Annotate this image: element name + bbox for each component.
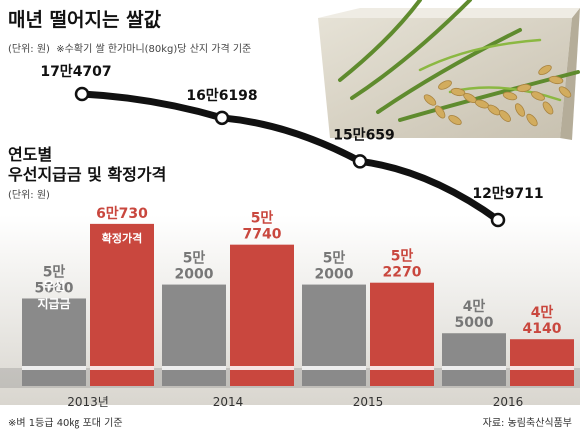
- data-label-priority-payment: 5000: [455, 315, 494, 331]
- bar-band: [510, 366, 574, 370]
- data-label-priority-payment: 5000: [35, 280, 74, 296]
- bar-final-price: [90, 223, 154, 386]
- bar-final-price: [370, 282, 434, 386]
- line-data-label: 12만9711: [472, 186, 543, 202]
- bar-final-price: [510, 339, 574, 386]
- line-data-label: 15만659: [333, 127, 395, 143]
- bar-priority-payment: [302, 284, 366, 386]
- line-point: [214, 110, 230, 126]
- data-label-priority-payment: 5만: [323, 251, 346, 267]
- bar-band: [302, 366, 366, 370]
- data-label-final-price: 4만: [531, 305, 554, 321]
- line-data-label: 17만4707: [40, 64, 111, 80]
- x-tick-label: 2014: [213, 395, 244, 409]
- bar-band: [442, 366, 506, 370]
- bar-chart-subtitle: (단위: 원): [8, 188, 50, 201]
- footnote-left: ※벼 1등급 40㎏ 포대 기준: [8, 417, 123, 429]
- data-label-final-price: 7740: [243, 227, 282, 243]
- rice-illustration: [318, 0, 580, 140]
- line-chart: 17만4707 16만6198 15만659 12만9711: [40, 64, 544, 228]
- bar-final-price: [230, 244, 294, 386]
- legend-final-price: 확정가격: [102, 231, 142, 245]
- line-point: [352, 154, 368, 169]
- data-label-priority-payment: 2000: [175, 267, 214, 283]
- data-label-final-price: 2270: [383, 265, 422, 281]
- footnote-source: 자료: 농림축산식품부: [483, 417, 572, 429]
- bar-band: [230, 366, 294, 370]
- line-chart-subtitle: (단위: 원) ※수확기 쌀 한가마니(80kg)당 산지 가격 기준: [8, 42, 251, 55]
- x-tick-label: 2013년: [67, 395, 109, 409]
- line-point: [74, 86, 90, 102]
- line-data-label: 16만6198: [186, 88, 257, 104]
- bar-chart-title-line-1: 연도별: [8, 145, 52, 164]
- line-chart-title: 매년 떨어지는 쌀값: [8, 9, 162, 31]
- bar-chart: 5만50006만7302013년5만20005만774020145만20005만…: [0, 206, 580, 409]
- data-label-final-price: 5만: [251, 211, 274, 227]
- bar-priority-payment: [22, 298, 86, 386]
- data-label-priority-payment: 2000: [315, 267, 354, 283]
- data-label-priority-payment: 5만: [183, 251, 206, 267]
- data-label-priority-payment: 4만: [463, 299, 486, 315]
- bar-priority-payment: [162, 284, 226, 386]
- bar-band: [162, 366, 226, 370]
- bar-band: [90, 366, 154, 370]
- x-tick-label: 2015: [353, 395, 384, 409]
- data-label-final-price: 5만: [391, 249, 414, 265]
- bar-chart-title-line-2: 우선지급금 및 확정가격: [8, 165, 166, 184]
- data-label-final-price: 6만730: [96, 206, 148, 222]
- bar-band: [370, 366, 434, 370]
- price-line: [78, 90, 502, 224]
- data-label-final-price: 4140: [523, 321, 562, 337]
- x-tick-label: 2016: [493, 395, 524, 409]
- line-point: [490, 212, 506, 228]
- bar-priority-payment: [442, 333, 506, 386]
- data-label-priority-payment: 5만: [43, 264, 66, 280]
- legend-priority-payment: 지급금: [37, 296, 70, 311]
- legend-priority-payment: 우선: [43, 278, 65, 293]
- bar-band: [22, 366, 86, 370]
